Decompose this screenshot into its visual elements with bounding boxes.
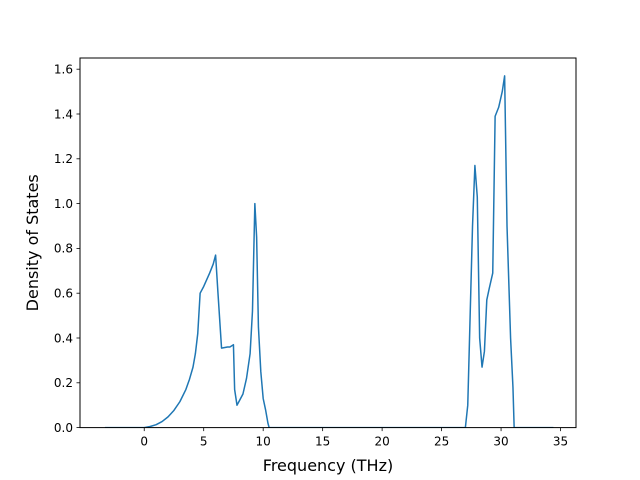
- y-tick-label: 0.0: [54, 421, 73, 435]
- x-tick-label: 30: [493, 435, 508, 449]
- x-tick-label: 0: [140, 435, 148, 449]
- y-tick-label: 0.6: [54, 287, 73, 301]
- x-tick-label: 20: [374, 435, 389, 449]
- x-tick-label: 25: [434, 435, 449, 449]
- y-tick-label: 1.2: [54, 152, 73, 166]
- y-tick-label: 1.4: [54, 107, 73, 121]
- y-tick-label: 1.0: [54, 197, 73, 211]
- dos-series-line: [104, 75, 554, 428]
- y-tick-label: 0.4: [54, 331, 73, 345]
- plot-area: [104, 75, 554, 428]
- y-tick-label: 0.8: [54, 242, 73, 256]
- x-axis-ticks: 0 5 10 15 20 25 30 35: [140, 427, 568, 449]
- x-axis-label: Frequency (THz): [263, 456, 393, 475]
- x-tick-label: 35: [553, 435, 568, 449]
- y-axis-ticks: 0.0 0.2 0.4 0.6 0.8 1.0 1.2 1.4 1.6: [54, 63, 80, 435]
- x-tick-label: 10: [256, 435, 271, 449]
- y-tick-label: 0.2: [54, 376, 73, 390]
- y-axis-label: Density of States: [23, 174, 42, 311]
- y-tick-label: 1.6: [54, 63, 73, 77]
- axes-frame: [79, 57, 577, 429]
- x-tick-label: 5: [200, 435, 208, 449]
- x-tick-label: 15: [315, 435, 330, 449]
